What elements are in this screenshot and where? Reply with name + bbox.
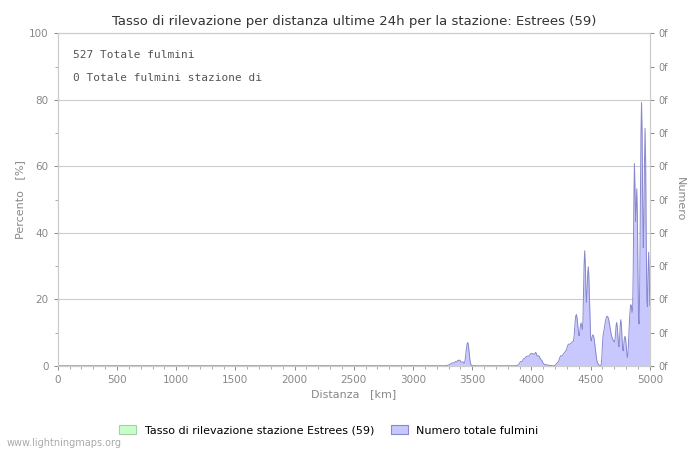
Legend: Tasso di rilevazione stazione Estrees (59), Numero totale fulmini: Tasso di rilevazione stazione Estrees (5… — [115, 421, 543, 440]
X-axis label: Distanza   [km]: Distanza [km] — [312, 389, 396, 399]
Title: Tasso di rilevazione per distanza ultime 24h per la stazione: Estrees (59): Tasso di rilevazione per distanza ultime… — [111, 15, 596, 28]
Y-axis label: Numero: Numero — [675, 177, 685, 222]
Text: 0 Totale fulmini stazione di: 0 Totale fulmini stazione di — [73, 73, 262, 83]
Text: 527 Totale fulmini: 527 Totale fulmini — [73, 50, 194, 60]
Y-axis label: Percento   [%]: Percento [%] — [15, 160, 25, 239]
Text: www.lightningmaps.org: www.lightningmaps.org — [7, 438, 122, 448]
